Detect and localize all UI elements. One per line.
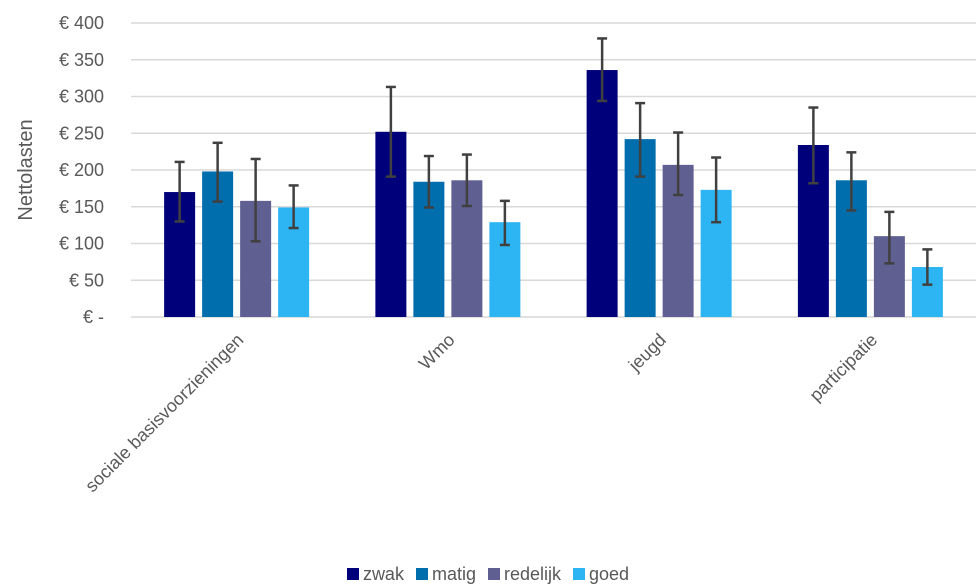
y-axis-ticks: € - € 50 € 100 € 150 € 200 € 250 € 300 € 350 € 4… bbox=[59, 13, 104, 327]
legend-swatch bbox=[487, 568, 500, 580]
error-bars bbox=[174, 37, 933, 286]
legend-swatch bbox=[346, 568, 359, 580]
y-axis-title: Nettolasten bbox=[15, 119, 37, 220]
error-bar bbox=[212, 141, 223, 203]
legend-item-matig: matig bbox=[415, 563, 476, 585]
error-bar bbox=[461, 153, 472, 208]
bars bbox=[164, 70, 943, 317]
y-tick-label: € 200 bbox=[59, 160, 104, 180]
error-bar bbox=[884, 210, 895, 265]
legend-swatch bbox=[415, 568, 428, 580]
y-tick-label: € 400 bbox=[59, 13, 104, 33]
error-bar bbox=[174, 160, 185, 223]
error-bar bbox=[423, 154, 434, 209]
error-bar bbox=[711, 156, 722, 224]
y-tick-label: € 350 bbox=[59, 50, 104, 70]
bar-zwak bbox=[586, 70, 618, 317]
error-bar bbox=[808, 106, 819, 185]
legend-label: matig bbox=[431, 563, 476, 584]
y-tick-label: € 50 bbox=[69, 270, 104, 290]
error-bar bbox=[922, 248, 933, 286]
error-bar bbox=[635, 101, 646, 178]
legend-item-zwak: zwak bbox=[346, 563, 404, 585]
legend-swatch bbox=[573, 568, 585, 580]
error-bar bbox=[846, 151, 857, 212]
x-category-label: sociale basisvoorzieningen bbox=[81, 330, 247, 496]
legend-label: goed bbox=[589, 563, 630, 584]
y-tick-label: € 300 bbox=[59, 87, 104, 107]
x-category-label: participatie bbox=[806, 330, 882, 406]
error-bar bbox=[288, 184, 299, 230]
legend-item-redelijk: redelijk bbox=[487, 563, 561, 585]
y-tick-label: € 100 bbox=[59, 234, 104, 254]
y-tick-label: € 150 bbox=[59, 197, 104, 217]
error-bar bbox=[499, 199, 510, 247]
x-category-label: jeugd bbox=[624, 330, 670, 376]
gridlines bbox=[131, 22, 976, 318]
error-bar bbox=[385, 85, 396, 178]
y-tick-label: € - bbox=[83, 307, 104, 327]
bar-chart: € - € 50 € 100 € 150 € 200 € 250 € 300 € 350 € 4… bbox=[15, 13, 976, 496]
x-axis-categories: sociale basisvoorzieningen Wmo jeugd partic… bbox=[81, 330, 881, 496]
x-category-label: Wmo bbox=[415, 330, 459, 374]
legend-item-goed: goed bbox=[573, 564, 629, 585]
error-bar bbox=[250, 157, 261, 243]
error-bar bbox=[597, 37, 608, 103]
legend-label: redelijk bbox=[503, 563, 561, 584]
legend-label: zwak bbox=[362, 563, 404, 584]
error-bar bbox=[673, 131, 684, 197]
y-tick-label: € 250 bbox=[59, 123, 104, 143]
legend: zwak matig redelijk goed bbox=[0, 562, 976, 586]
